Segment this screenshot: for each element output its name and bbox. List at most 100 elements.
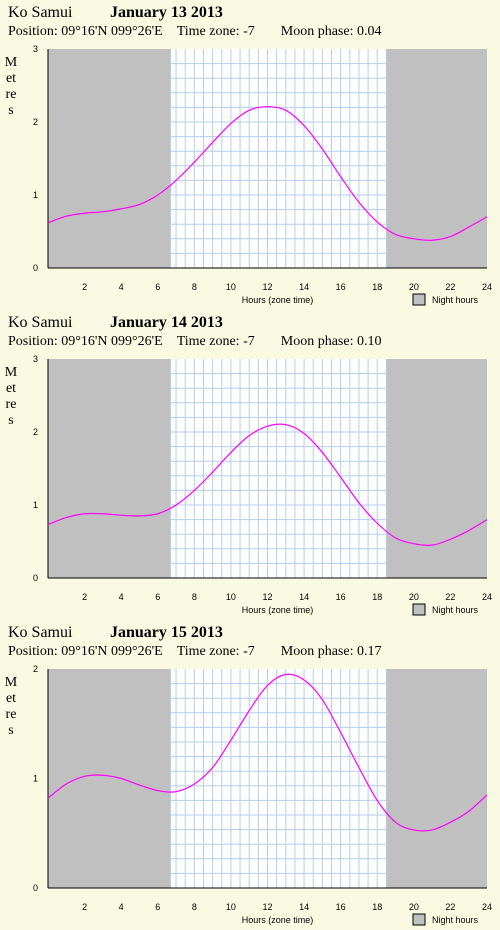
y-tick-label: 1 <box>33 500 38 510</box>
y-tick-label: 3 <box>33 44 38 54</box>
legend-label: Night hours <box>432 915 479 925</box>
moon-phase-label: Moon phase: <box>280 334 354 349</box>
position-label: Position: <box>8 644 58 659</box>
night-hours-band <box>386 669 487 888</box>
y-axis-label: Metres <box>4 675 18 738</box>
position-value: 09°16'N 099°26'E <box>61 24 163 39</box>
night-hours-band <box>48 49 171 268</box>
x-tick-label: 22 <box>445 902 455 912</box>
x-tick-label: 20 <box>409 592 419 602</box>
tide-chart-panel: Ko Samui January 13 2013 Position: 09°16'N… <box>0 0 500 310</box>
tide-height-line <box>47 106 488 241</box>
x-tick-label: 14 <box>299 902 309 912</box>
x-tick-label: 6 <box>155 902 160 912</box>
y-tick-label: 1 <box>33 774 38 784</box>
position-label: Position: <box>8 24 58 39</box>
x-tick-label: 12 <box>262 592 272 602</box>
chart-title: January 13 2013 <box>110 4 223 21</box>
moon-phase-value: 0.04 <box>356 24 382 39</box>
x-tick-label: 18 <box>372 592 382 602</box>
tide-height-line <box>47 673 488 832</box>
x-tick-label: 2 <box>82 902 87 912</box>
x-tick-label: 4 <box>119 282 124 292</box>
night-hours-band <box>386 359 487 578</box>
timezone-label: Time zone: <box>176 334 240 349</box>
x-tick-label: 22 <box>445 592 455 602</box>
x-tick-label: 24 <box>482 592 492 602</box>
position-value: 09°16'N 099°26'E <box>61 334 163 349</box>
x-tick-label: 24 <box>482 902 492 912</box>
x-tick-label: 2 <box>82 282 87 292</box>
night-hours-band <box>48 669 171 888</box>
x-tick-label: 10 <box>226 902 236 912</box>
x-tick-label: 12 <box>262 902 272 912</box>
x-tick-label: 8 <box>192 902 197 912</box>
legend-label: Night hours <box>432 295 479 305</box>
y-tick-label: 1 <box>33 190 38 200</box>
timezone-label: Time zone: <box>176 644 240 659</box>
info-line: Position: 09°16'N 099°26'E Time zone: -7 M… <box>8 644 381 660</box>
x-tick-label: 16 <box>336 902 346 912</box>
x-tick-label: 10 <box>226 282 236 292</box>
timezone-value: -7 <box>243 24 255 39</box>
timezone-value: -7 <box>243 644 255 659</box>
x-axis-label: Hours (zone time) <box>242 605 314 615</box>
place-name: Ko Samui <box>8 314 73 331</box>
x-tick-label: 20 <box>409 282 419 292</box>
x-tick-label: 20 <box>409 902 419 912</box>
x-tick-label: 16 <box>336 282 346 292</box>
legend-label: Night hours <box>432 605 479 615</box>
x-tick-label: 14 <box>299 282 309 292</box>
x-tick-label: 6 <box>155 592 160 602</box>
moon-phase-label: Moon phase: <box>280 644 354 659</box>
y-tick-label: 0 <box>33 883 38 893</box>
y-tick-label: 2 <box>33 117 38 127</box>
x-tick-label: 8 <box>192 282 197 292</box>
x-tick-label: 18 <box>372 902 382 912</box>
legend-night-swatch <box>412 913 426 926</box>
x-tick-label: 22 <box>445 282 455 292</box>
info-line: Position: 09°16'N 099°26'E Time zone: -7 M… <box>8 334 381 350</box>
position-value: 09°16'N 099°26'E <box>61 644 163 659</box>
x-axis-label: Hours (zone time) <box>242 295 314 305</box>
place-name: Ko Samui <box>8 624 73 641</box>
y-tick-label: 0 <box>33 573 38 583</box>
tide-chart-panel: Ko Samui January 14 2013 Position: 09°16'N… <box>0 310 500 620</box>
y-tick-label: 2 <box>33 427 38 437</box>
tide-height-line <box>47 423 488 547</box>
timezone-value: -7 <box>243 334 255 349</box>
place-name: Ko Samui <box>8 4 73 21</box>
x-tick-label: 24 <box>482 282 492 292</box>
tide-chart-panel: Ko Samui January 15 2013 Position: 09°16'N… <box>0 620 500 930</box>
moon-phase-value: 0.17 <box>356 644 382 659</box>
position-label: Position: <box>8 334 58 349</box>
x-tick-label: 10 <box>226 592 236 602</box>
moon-phase-label: Moon phase: <box>280 24 354 39</box>
x-tick-label: 16 <box>336 592 346 602</box>
timezone-label: Time zone: <box>176 24 240 39</box>
legend-night-swatch <box>412 293 426 306</box>
info-line: Position: 09°16'N 099°26'E Time zone: -7 M… <box>8 24 381 40</box>
x-tick-label: 4 <box>119 592 124 602</box>
x-tick-label: 4 <box>119 902 124 912</box>
legend-night-swatch <box>412 603 426 616</box>
y-tick-label: 2 <box>33 664 38 674</box>
y-tick-label: 3 <box>33 354 38 364</box>
x-tick-label: 6 <box>155 282 160 292</box>
x-tick-label: 14 <box>299 592 309 602</box>
chart-title: January 15 2013 <box>110 624 223 641</box>
night-hours-band <box>48 359 171 578</box>
x-tick-label: 18 <box>372 282 382 292</box>
chart-title: January 14 2013 <box>110 314 223 331</box>
y-tick-label: 0 <box>33 263 38 273</box>
moon-phase-value: 0.10 <box>356 334 382 349</box>
x-axis-label: Hours (zone time) <box>242 915 314 925</box>
y-axis-label: Metres <box>4 365 18 428</box>
y-axis-label: Metres <box>4 55 18 118</box>
night-hours-band <box>386 49 487 268</box>
x-tick-label: 12 <box>262 282 272 292</box>
x-tick-label: 8 <box>192 592 197 602</box>
